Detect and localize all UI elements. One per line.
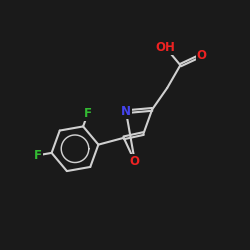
Text: F: F [34,149,42,162]
Text: O: O [130,155,140,168]
Text: O: O [197,49,207,62]
Text: F: F [84,107,92,120]
Text: OH: OH [155,40,175,54]
Text: N: N [121,105,131,118]
